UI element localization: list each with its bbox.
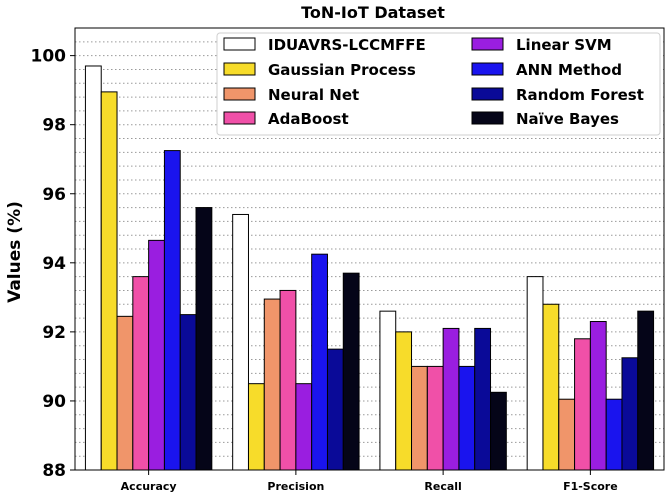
chart-title: ToN-IoT Dataset	[301, 3, 445, 22]
bar	[179, 314, 197, 471]
legend-label: Neural Net	[268, 86, 359, 104]
legend-label: Linear SVM	[516, 36, 612, 54]
legend-label: AdaBoost	[268, 110, 349, 128]
bar	[589, 321, 607, 471]
legend-swatch	[471, 37, 504, 51]
plot-frame	[74, 27, 665, 471]
y-axis-label: Values (%)	[5, 201, 25, 303]
legend-label: Random Forest	[516, 86, 644, 104]
bar	[342, 272, 360, 471]
bar	[558, 398, 576, 471]
bar	[232, 213, 249, 471]
x-tick-label: F1-Score	[563, 480, 618, 493]
bar	[395, 331, 413, 471]
bar	[247, 383, 265, 471]
legend-swatch	[223, 87, 256, 101]
legend-label: ANN Method	[516, 61, 622, 79]
bar	[311, 253, 328, 471]
bar	[426, 365, 444, 471]
legend-swatch	[223, 37, 256, 51]
bar	[116, 315, 134, 471]
bar	[542, 303, 560, 471]
legend-label: IDUAVRS-LCCMFFE	[268, 36, 426, 54]
bar	[621, 357, 639, 471]
bar	[574, 338, 591, 471]
bar	[379, 310, 397, 471]
bar	[195, 207, 213, 471]
legend-swatch	[223, 111, 256, 125]
legend-label: Gaussian Process	[268, 61, 416, 79]
y-tick-label: 88	[42, 461, 66, 481]
y-tick-label: 92	[42, 323, 66, 343]
y-axis-ticks: 88 90 92 94 96 98 100	[31, 47, 75, 481]
bar	[442, 327, 460, 471]
x-tick-label: Precision	[267, 480, 324, 493]
y-tick-label: 100	[31, 47, 67, 67]
bar	[458, 365, 476, 471]
bar	[474, 327, 492, 471]
bars	[84, 65, 655, 471]
bar	[163, 150, 181, 471]
x-tick-label: Recall	[424, 480, 461, 493]
bar	[295, 383, 313, 471]
bar	[637, 310, 655, 471]
legend-swatch	[471, 62, 504, 76]
legend: IDUAVRS-LCCMFFE Gaussian Process Neural Ne…	[216, 32, 661, 136]
y-tick-label: 90	[42, 392, 66, 412]
y-tick-label: 94	[42, 254, 66, 274]
x-tick-label: Accuracy	[121, 480, 177, 493]
bar	[132, 276, 150, 471]
bar	[84, 65, 102, 471]
bar	[490, 391, 507, 471]
bar	[100, 91, 118, 471]
legend-swatch	[223, 62, 256, 76]
legend-box	[216, 32, 661, 136]
bar	[605, 398, 623, 471]
bar	[326, 348, 344, 471]
legend-swatch	[471, 87, 504, 101]
legend-swatch	[471, 111, 504, 125]
bar	[411, 365, 428, 471]
bar	[148, 239, 165, 471]
y-tick-label: 96	[42, 185, 66, 205]
legend-label: Naïve Bayes	[516, 110, 619, 128]
bar	[526, 276, 544, 471]
bar	[279, 289, 297, 471]
y-tick-label: 98	[42, 116, 66, 136]
x-axis-ticks: Accuracy Precision Recall F1-Score	[121, 470, 618, 493]
bar	[263, 298, 281, 471]
